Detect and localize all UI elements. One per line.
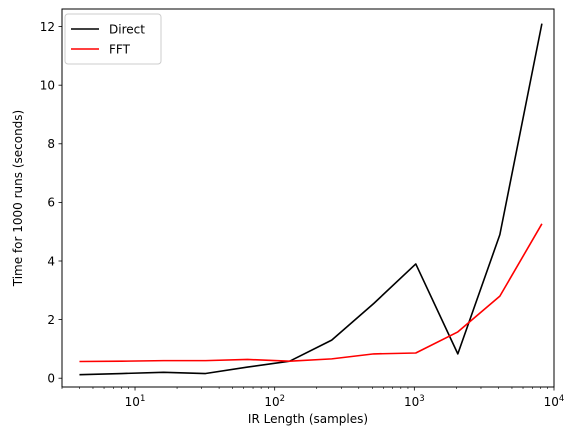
legend-box	[64, 13, 162, 65]
x-tick-label: 102	[264, 394, 285, 409]
plot-frame	[61, 8, 555, 388]
plot-area	[62, 9, 554, 387]
y-axis-ticks: 0 2 4 6 8 10 12	[40, 20, 62, 386]
series-lines	[79, 23, 543, 376]
x-tick-label: 104	[544, 394, 564, 409]
y-tick-label: 12	[40, 20, 55, 34]
legend-label-fft: FFT	[109, 43, 131, 57]
y-tick-label: 4	[47, 254, 55, 268]
x-axis-ticks: 101 102 103 104	[125, 387, 564, 409]
series-line-direct	[79, 23, 543, 376]
x-tick-label: 103	[404, 394, 425, 409]
y-tick-label: 0	[47, 372, 55, 386]
y-tick-label: 2	[47, 313, 55, 327]
legend-label-direct: Direct	[109, 23, 145, 37]
y-tick-label: 6	[47, 196, 55, 210]
y-tick-label: 10	[40, 78, 55, 92]
legend: Direct FFT	[64, 13, 162, 65]
series-line-fft	[79, 223, 543, 363]
y-axis-label: Time for 1000 runs (seconds)	[11, 110, 25, 287]
x-axis-label: IR Length (samples)	[248, 412, 368, 426]
x-tick-label: 101	[125, 394, 146, 409]
y-tick-label: 8	[47, 137, 55, 151]
